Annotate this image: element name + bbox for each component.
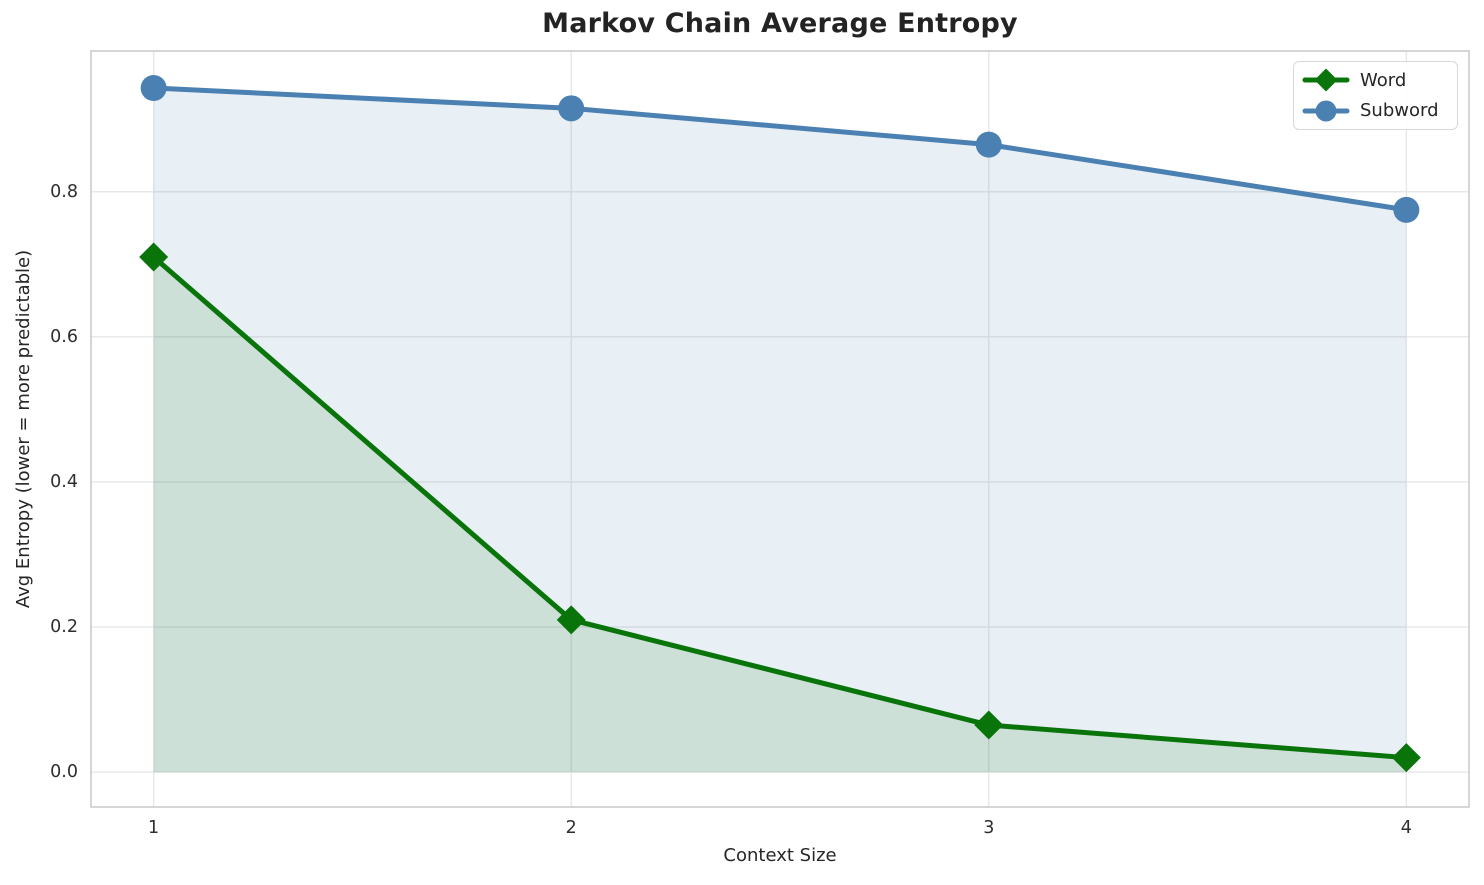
legend: Word Subword (1293, 61, 1458, 130)
word-diamond-icon (1302, 68, 1350, 92)
marker-word (1391, 743, 1421, 773)
marker-word (556, 605, 586, 635)
series-line-subword (151, 85, 1409, 213)
y-tick-label: 0.4 (50, 471, 78, 492)
marker-subword (1393, 196, 1420, 223)
marker-subword (558, 95, 585, 122)
x-axis-label: Context Size (723, 845, 837, 866)
y-axis-label: Avg Entropy (lower = more predictable) (13, 249, 34, 609)
x-tick-label: 4 (1400, 818, 1412, 838)
marker-subword (140, 75, 167, 102)
marker-word (139, 242, 169, 272)
area-fill-subword (153, 88, 1407, 773)
chart-title: Markov Chain Average Entropy (542, 8, 1018, 39)
y-tick-label: 0.6 (50, 326, 78, 347)
marker-word (974, 710, 1004, 740)
marker-subword (975, 131, 1002, 158)
plot-border (90, 50, 1470, 808)
series-line-word (151, 254, 1409, 761)
legend-label-subword: Subword (1360, 100, 1439, 122)
x-tick-label: 2 (565, 818, 577, 838)
legend-item-subword: Subword (1302, 97, 1449, 125)
y-tick-label: 0.8 (50, 181, 78, 202)
area-fill-word (153, 257, 1407, 773)
y-tick-label: 0.0 (50, 762, 78, 783)
subword-circle-icon (1302, 100, 1350, 122)
plot-background (91, 51, 1469, 807)
x-tick-label: 3 (983, 818, 995, 838)
legend-item-word: Word (1302, 66, 1449, 94)
x-tick-label: 1 (148, 818, 160, 838)
legend-label-word: Word (1360, 69, 1407, 91)
y-tick-label: 0.2 (50, 617, 78, 638)
